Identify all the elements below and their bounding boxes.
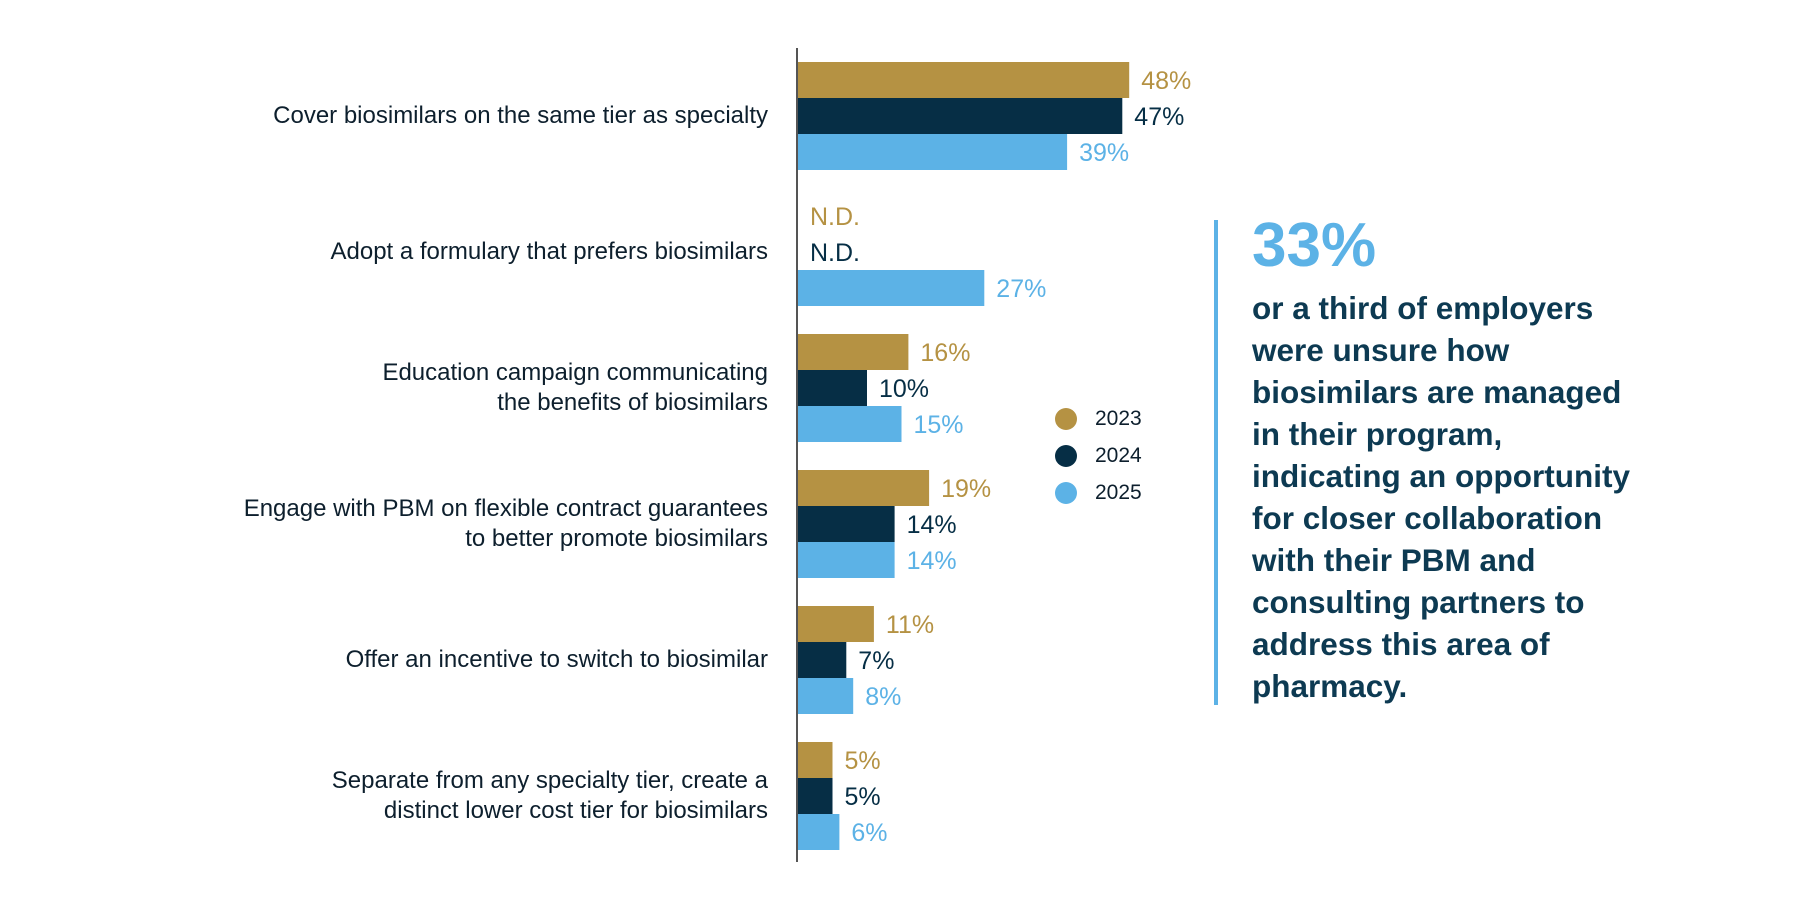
legend-item-2025: 2025 — [1055, 474, 1142, 511]
data-label-2023-cat-3: 19% — [941, 475, 991, 503]
category-label: Separate from any specialty tier, create… — [331, 767, 768, 824]
bar-2023-cat-3 — [798, 470, 930, 506]
data-label-2025-cat-1: 27% — [996, 275, 1046, 303]
data-label-2023-cat-5: 5% — [845, 747, 881, 775]
bar-2023-cat-0 — [798, 62, 1130, 98]
bar-2024-cat-3 — [798, 506, 895, 542]
data-label-2025-cat-0: 39% — [1079, 139, 1129, 167]
callout-text: or a third of employers were unsure how … — [1252, 290, 1630, 704]
callout-stat: 33% — [1252, 211, 1377, 280]
bar-2024-cat-0 — [798, 98, 1123, 134]
data-label-2024-cat-0: 47% — [1134, 103, 1184, 131]
data-label-2024-cat-1: N.D. — [810, 239, 860, 267]
data-label-2024-cat-2: 10% — [879, 375, 929, 403]
data-label-2023-cat-0: 48% — [1141, 67, 1191, 95]
category-label: Education campaign communicating the ben… — [382, 359, 768, 416]
bar-2023-cat-2 — [798, 334, 909, 370]
data-label-2024-cat-5: 5% — [845, 783, 881, 811]
legend-label-2024: 2024 — [1095, 443, 1142, 467]
legend: 2023 2024 2025 — [1055, 400, 1142, 511]
bar-2025-cat-3 — [798, 542, 895, 578]
bar-2025-cat-5 — [798, 814, 840, 850]
data-label-2024-cat-3: 14% — [907, 511, 957, 539]
legend-label-2023: 2023 — [1095, 406, 1142, 430]
bar-2023-cat-4 — [798, 606, 874, 642]
category-label: Adopt a formulary that prefers biosimila… — [330, 238, 768, 265]
bar-2025-cat-4 — [798, 678, 854, 714]
category-label: Engage with PBM on flexible contract gua… — [243, 495, 768, 552]
callout-divider — [1214, 220, 1218, 705]
bar-2025-cat-0 — [798, 134, 1068, 170]
bar-2025-cat-2 — [798, 406, 902, 442]
data-label-2025-cat-3: 14% — [907, 547, 957, 575]
legend-item-2024: 2024 — [1055, 437, 1142, 474]
data-label-2025-cat-4: 8% — [865, 683, 901, 711]
category-label: Offer an incentive to switch to biosimil… — [345, 646, 768, 673]
data-label-2023-cat-2: 16% — [920, 339, 970, 367]
bar-2025-cat-1 — [798, 270, 985, 306]
data-label-2023-cat-1: N.D. — [810, 203, 860, 231]
bar-2024-cat-2 — [798, 370, 867, 406]
legend-label-2025: 2025 — [1095, 480, 1142, 504]
legend-item-2023: 2023 — [1055, 400, 1142, 437]
data-label-2025-cat-2: 15% — [914, 411, 964, 439]
data-label-2023-cat-4: 11% — [886, 611, 934, 639]
legend-swatch-2023 — [1055, 407, 1077, 430]
category-label: Cover biosimilars on the same tier as sp… — [273, 102, 768, 129]
bar-2024-cat-4 — [798, 642, 847, 678]
data-label-2024-cat-4: 7% — [858, 647, 894, 675]
bar-2023-cat-5 — [798, 742, 833, 778]
data-label-2025-cat-5: 6% — [851, 819, 887, 847]
bar-2024-cat-5 — [798, 778, 833, 814]
legend-swatch-2024 — [1055, 444, 1077, 467]
legend-swatch-2025 — [1055, 481, 1077, 504]
